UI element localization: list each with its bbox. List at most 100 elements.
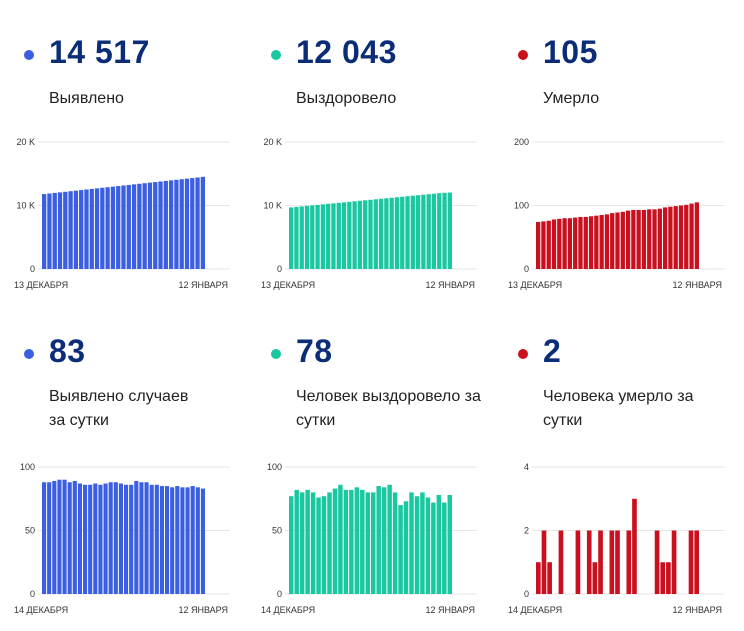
bar: [174, 179, 179, 269]
y-tick-label: 0: [30, 264, 35, 274]
bar: [657, 208, 662, 269]
bar: [200, 488, 205, 594]
chart-recovered-daily: 0 50 100 14 ДЕКАБРЯ 12 ЯНВАРЯ: [261, 462, 477, 615]
bar: [352, 201, 357, 269]
bar: [376, 486, 381, 594]
bar: [547, 562, 552, 594]
x-start-label: 14 ДЕКАБРЯ: [508, 605, 562, 615]
bar: [118, 483, 123, 594]
y-tick-label: 0: [30, 589, 35, 599]
y-tick-label: 50: [272, 526, 282, 536]
bar: [110, 186, 116, 269]
stat-value: 14 517: [49, 34, 150, 70]
y-tick-label: 10 K: [263, 201, 282, 211]
bar: [299, 206, 304, 269]
bar: [153, 182, 158, 269]
bar: [294, 489, 299, 594]
y-tick-label: 200: [514, 137, 529, 147]
bar: [647, 209, 652, 269]
bar: [299, 492, 305, 594]
x-end-label: 12 ЯНВАРЯ: [425, 280, 475, 290]
x-end-label: 12 ЯНВАРЯ: [672, 280, 722, 290]
bar: [394, 197, 400, 269]
bar: [195, 177, 200, 269]
bar: [567, 218, 573, 269]
bar: [195, 487, 200, 594]
bar: [609, 530, 615, 594]
bar: [179, 179, 184, 269]
bar: [343, 489, 349, 594]
bar: [381, 487, 387, 594]
bar: [103, 483, 108, 594]
bar: [536, 222, 541, 269]
bar: [121, 185, 126, 269]
bar: [360, 489, 365, 594]
bar: [620, 211, 625, 269]
bar: [558, 530, 564, 594]
bar: [387, 484, 392, 594]
bar: [338, 484, 343, 594]
bar: [310, 492, 316, 594]
bar: [421, 194, 426, 269]
bar: [52, 192, 57, 269]
bar: [447, 192, 452, 269]
bar: [688, 530, 694, 594]
stat-label: Человека умерло за сутки: [543, 388, 694, 429]
series-dot-icon: [24, 349, 34, 359]
bar: [83, 484, 88, 594]
x-start-label: 13 ДЕКАБРЯ: [508, 280, 562, 290]
series-dot-icon: [271, 50, 281, 60]
bar: [100, 187, 105, 269]
bar: [594, 215, 599, 269]
bar: [42, 482, 47, 594]
bar: [405, 196, 410, 269]
y-tick-label: 20 K: [263, 137, 282, 147]
bar: [170, 487, 175, 594]
bar: [147, 182, 153, 269]
y-tick-label: 100: [514, 201, 529, 211]
bar: [73, 190, 79, 269]
bar: [583, 216, 588, 269]
bar: [98, 484, 103, 594]
bar: [378, 198, 384, 269]
x-start-label: 14 ДЕКАБРЯ: [14, 605, 68, 615]
bar: [315, 204, 320, 269]
series-dot-icon: [518, 50, 528, 60]
bar: [190, 178, 195, 269]
bar: [347, 201, 352, 269]
bar: [673, 206, 678, 269]
y-tick-label: 2: [524, 526, 529, 536]
bar: [175, 486, 180, 594]
bar: [689, 203, 694, 269]
bar: [389, 197, 394, 269]
bar: [592, 562, 598, 594]
bar: [144, 482, 149, 594]
bar: [578, 216, 583, 269]
bar: [131, 184, 137, 269]
bar: [149, 484, 154, 594]
bar: [652, 209, 657, 269]
y-tick-label: 100: [267, 462, 282, 472]
stat-value: 105: [543, 34, 598, 70]
series-dot-icon: [271, 349, 281, 359]
x-start-label: 13 ДЕКАБРЯ: [14, 280, 68, 290]
bar: [57, 479, 62, 594]
bar: [632, 498, 637, 594]
chart-recovered: 0 10 K 20 K 13 ДЕКАБРЯ 12 ЯНВАРЯ: [261, 137, 477, 290]
bar: [105, 187, 110, 269]
bar: [79, 190, 84, 269]
y-tick-label: 20 K: [16, 137, 35, 147]
bar: [113, 482, 118, 594]
bar: [694, 530, 699, 594]
chart-detected-daily: 0 50 100 14 ДЕКАБРЯ 12 ЯНВАРЯ: [14, 462, 230, 615]
bar: [154, 484, 159, 594]
bar: [331, 203, 336, 269]
bar: [84, 189, 89, 269]
bar: [403, 501, 409, 594]
bar: [190, 486, 195, 594]
bar: [289, 496, 294, 594]
series-dot-icon: [24, 50, 34, 60]
bar: [47, 482, 52, 594]
bar: [326, 203, 331, 269]
x-end-label: 12 ЯНВАРЯ: [178, 605, 228, 615]
